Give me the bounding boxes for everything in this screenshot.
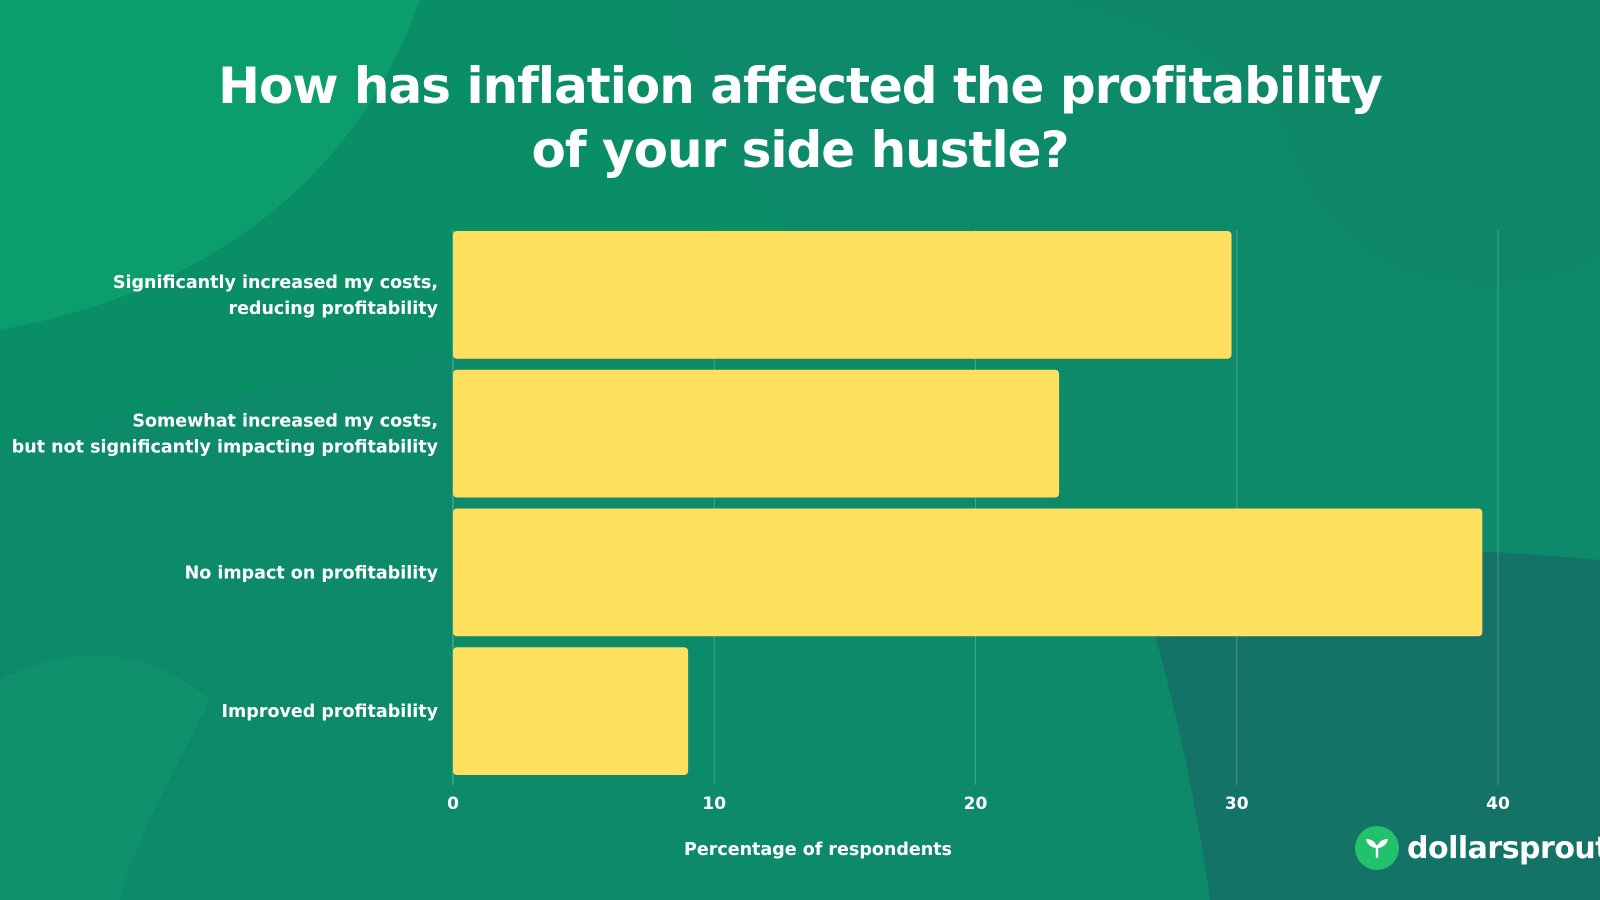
chart-title-line-1: How has inflation affected the profitabi…: [218, 57, 1383, 115]
bar: [453, 647, 689, 775]
bar: [453, 231, 1232, 359]
chart-title-line-2: of your side hustle?: [531, 121, 1069, 179]
bar: [453, 508, 1483, 637]
x-tick-label: 10: [702, 794, 726, 814]
category-label: Significantly increased my costs,: [113, 273, 438, 293]
x-axis-label: Percentage of respondents: [684, 840, 952, 860]
brand-logo: dollarsprout: [1355, 826, 1600, 870]
category-label: reducing profitability: [228, 299, 438, 319]
x-tick-label: 30: [1225, 794, 1249, 814]
x-tick-label: 40: [1486, 794, 1510, 814]
chart-title: How has inflation affected the profitabi…: [0, 54, 1600, 182]
category-label: Improved profitability: [222, 702, 439, 722]
category-label: No impact on profitability: [185, 563, 439, 583]
x-tick-label: 20: [964, 794, 988, 814]
category-label: Somewhat increased my costs,: [132, 412, 438, 432]
category-label: but not significantly impacting profitab…: [12, 438, 439, 458]
sprout-icon: [1355, 826, 1399, 870]
brand-name: dollarsprout: [1407, 830, 1600, 866]
x-tick-label: 0: [447, 794, 459, 814]
bar: [453, 369, 1060, 498]
